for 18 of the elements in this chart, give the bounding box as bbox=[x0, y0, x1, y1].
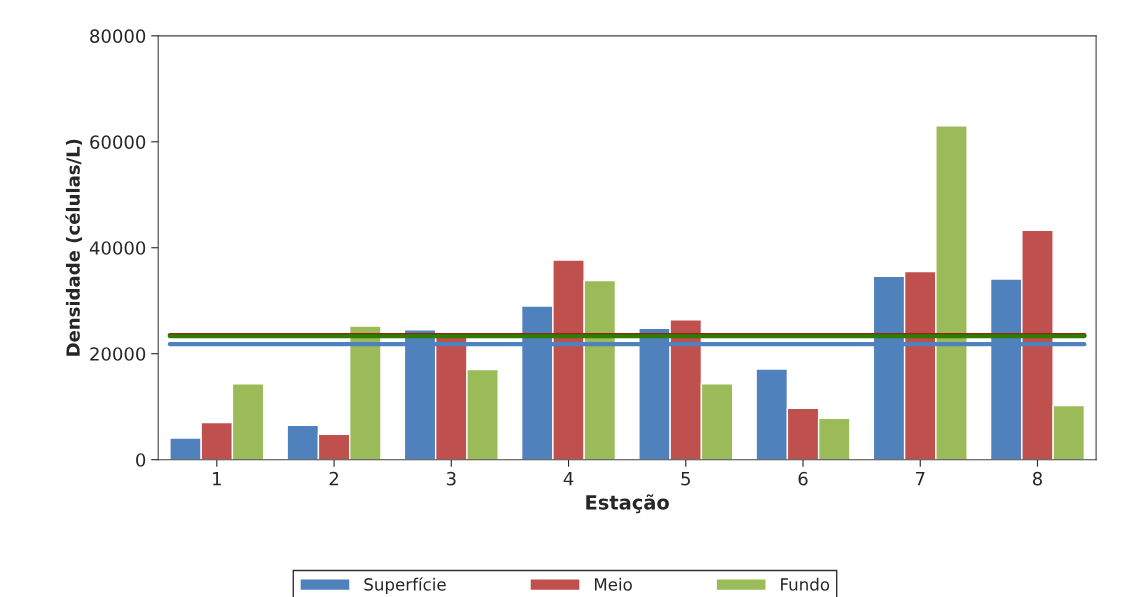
legend-label: Superfície bbox=[364, 577, 446, 594]
x-tick-label: 8 bbox=[1032, 471, 1042, 486]
x-tick-label: 3 bbox=[446, 471, 456, 486]
y-tick-label: 40000 bbox=[89, 241, 146, 255]
x-tick-label: 7 bbox=[915, 472, 925, 486]
y-tick-label: 80000 bbox=[90, 29, 146, 43]
y-axis-title: Densidade (células/L) bbox=[65, 139, 83, 356]
y-tick-label: 60000 bbox=[90, 135, 146, 149]
y-tick-label: 20000 bbox=[90, 347, 146, 361]
x-tick-label: 4 bbox=[563, 472, 574, 486]
x-axis-title: Estação bbox=[586, 494, 669, 514]
x-tick-label: 1 bbox=[213, 472, 221, 486]
legend-label: Meio bbox=[594, 577, 632, 591]
y-tick-label: 0 bbox=[136, 453, 146, 467]
x-tick-label: 2 bbox=[329, 471, 338, 486]
x-tick-label: 5 bbox=[681, 472, 690, 486]
x-tick-label: 6 bbox=[798, 471, 808, 486]
legend-label: Fundo bbox=[781, 577, 830, 591]
